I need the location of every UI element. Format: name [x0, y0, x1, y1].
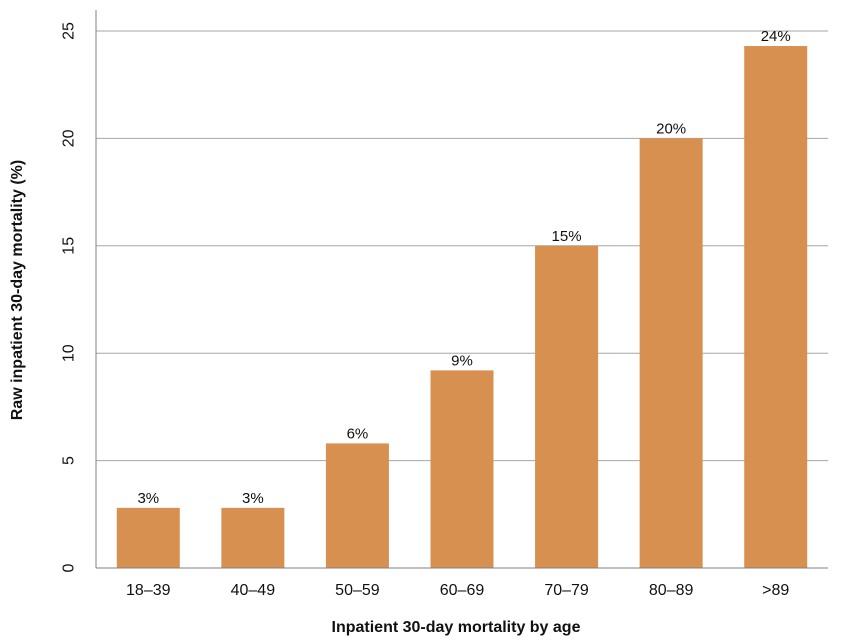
x-tick-label: >89	[762, 582, 789, 599]
gridlines	[96, 30, 828, 462]
y-tick-label: 20	[61, 129, 78, 147]
y-tick-label: 15	[61, 237, 78, 255]
bar	[744, 46, 808, 568]
data-label: 6%	[347, 425, 369, 442]
bar	[325, 443, 389, 568]
data-labels: 3% 3% 6% 9% 15% 20% 24%	[137, 28, 790, 507]
y-tick-label: 0	[61, 563, 78, 572]
x-tick-label: 80–89	[649, 582, 694, 599]
x-tick-label: 18–39	[126, 582, 171, 599]
data-label: 9%	[451, 352, 473, 369]
data-label: 3%	[242, 490, 264, 507]
data-label: 24%	[761, 28, 791, 45]
bar	[116, 507, 180, 568]
x-tick-label: 60–69	[440, 582, 485, 599]
y-tick-label: 25	[61, 22, 78, 40]
y-tick-label: 5	[61, 456, 78, 465]
bar	[535, 245, 599, 569]
y-axis-title: Raw inpatient 30-day mortality (%)	[9, 160, 26, 421]
axes: 0 5 10 15 20 25 18–39 40–49 50–59 60–69 70–79 80–89…	[61, 10, 828, 599]
x-tick-label: 50–59	[335, 582, 380, 599]
bar	[430, 370, 494, 568]
data-label: 15%	[552, 228, 582, 245]
bars	[116, 46, 808, 569]
x-tick-label: 70–79	[544, 582, 589, 599]
bar	[221, 507, 285, 568]
x-axis-title: Inpatient 30-day mortality by age	[332, 619, 581, 636]
data-label: 20%	[656, 120, 686, 137]
bar	[639, 138, 703, 568]
data-label: 3%	[137, 490, 159, 507]
x-tick-label: 40–49	[231, 582, 276, 599]
y-tick-label: 10	[61, 344, 78, 362]
